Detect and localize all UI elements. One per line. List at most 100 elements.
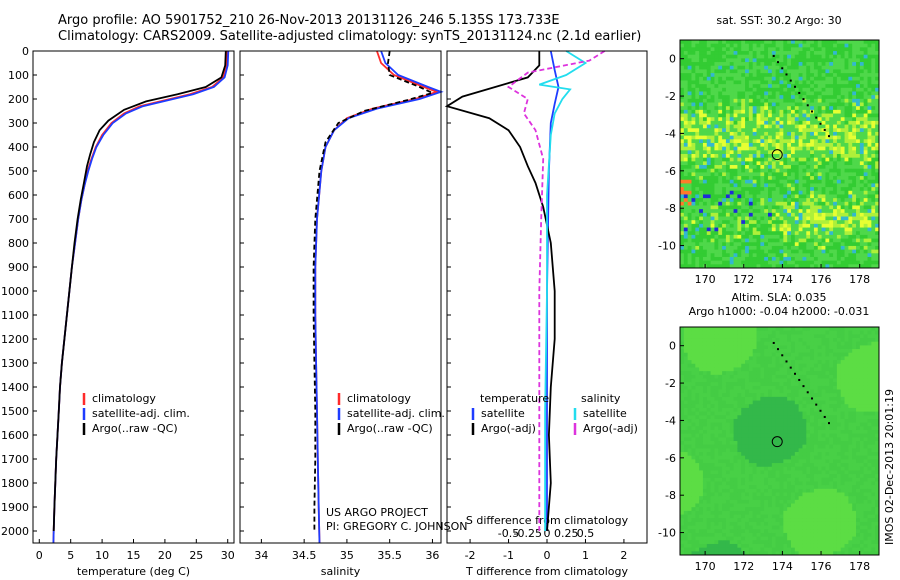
sla-map-cell: [695, 327, 700, 332]
sla-map-cell: [775, 349, 780, 354]
sst-map-cell: [825, 231, 830, 236]
sst-map-cell: [706, 179, 712, 184]
sst-map-cell: [741, 139, 746, 144]
sst-map-cell: [752, 142, 757, 148]
sst-map-cell: [840, 209, 845, 214]
sla-map-cell: [741, 532, 746, 538]
sst-map-cell: [764, 172, 769, 177]
sst-map-cell: [844, 194, 849, 199]
sst-map-cell: [844, 73, 849, 78]
sst-map-cell: [722, 113, 727, 118]
sst-map-cell: [741, 165, 746, 170]
sla-map-cell: [737, 452, 742, 457]
sst-map-cell: [680, 40, 685, 45]
sst-map-cell: [745, 91, 750, 96]
sst-map-cell: [683, 227, 689, 232]
sst-map-cell: [794, 190, 800, 195]
temperature-x-tick-label: 30: [221, 549, 235, 562]
sst-map-cell: [790, 245, 796, 251]
sst-map-cell: [745, 209, 750, 214]
sst-map-cell: [802, 216, 807, 221]
sst-map-cell: [840, 205, 845, 210]
sst-map-cell: [844, 91, 849, 96]
sst-map-cell: [733, 253, 738, 258]
sst-map-cell: [745, 201, 750, 206]
sst-map-cell: [836, 120, 842, 125]
sst-map-cell: [825, 223, 830, 228]
sst-map-cell: [825, 245, 830, 251]
sst-map-cell: [798, 172, 803, 177]
sst-map-cell: [806, 220, 811, 225]
sst-map-cell: [840, 106, 845, 111]
sla-map-cell: [691, 543, 696, 549]
sla-map-cell: [725, 474, 731, 479]
sla-map-cell: [745, 360, 750, 365]
sst-map-cell: [840, 216, 845, 221]
sst-map-cell: [813, 183, 819, 188]
sla-map-cell: [764, 551, 769, 556]
sst-map-cell: [710, 43, 715, 48]
sla-map-cell: [691, 536, 696, 541]
sst-map-cell: [695, 76, 700, 81]
sst-map-cell: [722, 245, 727, 251]
sla-map-cell: [760, 367, 765, 372]
sst-map-cell: [836, 76, 842, 81]
sst-map-cell: [687, 73, 692, 78]
sst-map-cell: [813, 260, 819, 265]
sst-map-cell: [748, 231, 754, 236]
sst-map-cell: [802, 113, 807, 118]
sst-map-cell: [714, 43, 719, 48]
sst-map-cell: [683, 260, 689, 265]
sst-map-cell: [680, 242, 685, 247]
sla-map-cell: [764, 470, 769, 475]
sla-map-cell: [745, 433, 750, 438]
sst-map-cell: [840, 131, 845, 137]
temperature-x-tick-label: 25: [189, 549, 203, 562]
sst-map-cell: [706, 40, 712, 45]
sla-map-cell: [722, 543, 727, 549]
sla-map-cell: [768, 444, 773, 449]
sla-map-cell: [680, 404, 685, 409]
sst-map-cell: [710, 234, 715, 239]
sst-map-cell: [794, 209, 800, 214]
sst-map-cell: [687, 102, 692, 107]
sst-map-cell: [867, 80, 872, 85]
sst-map-cell: [695, 242, 700, 247]
sst-map-cell: [829, 231, 834, 236]
sla-map-cell: [725, 532, 731, 538]
sst-map-cell: [863, 84, 868, 89]
sst-map-cell: [683, 40, 689, 45]
sst-map-cell: [844, 212, 849, 217]
sst-map-cell: [817, 183, 822, 188]
sst-map-cell: [825, 95, 830, 100]
sla-map-cell: [683, 374, 689, 379]
sst-map-cell: [699, 146, 704, 151]
sst-map-cell: [798, 190, 803, 195]
sst-map-cell: [810, 231, 815, 236]
sst-map-cell: [718, 260, 723, 265]
sst-map-cell: [794, 113, 800, 118]
sst-map-cell: [748, 157, 754, 162]
sst-map-cell: [775, 139, 780, 144]
sla-map-cell: [768, 521, 773, 526]
sst-map-cell: [863, 65, 868, 70]
sst-map-cell: [710, 76, 715, 81]
sla-map-cell: [733, 367, 738, 372]
sst-map-cell: [787, 69, 792, 74]
sst-map-cell: [787, 76, 792, 81]
sst-map-cell: [871, 95, 876, 100]
sst-map-cell: [840, 249, 845, 254]
sst-map-cell: [764, 128, 769, 133]
sla-map-cell: [702, 492, 708, 497]
sst-map-cell: [813, 109, 819, 114]
sst-map-cell: [787, 73, 792, 78]
sst-map-cell: [813, 73, 819, 78]
sst-map-cell: [725, 238, 731, 243]
sla-map-cell: [710, 349, 715, 354]
sla-map-cell: [722, 551, 727, 556]
sla-map-cell: [722, 367, 727, 372]
sst-map-cell: [775, 43, 780, 48]
sst-map-cell: [737, 161, 742, 166]
sst-map-cell: [787, 54, 792, 59]
sla-map-cell: [710, 536, 715, 541]
